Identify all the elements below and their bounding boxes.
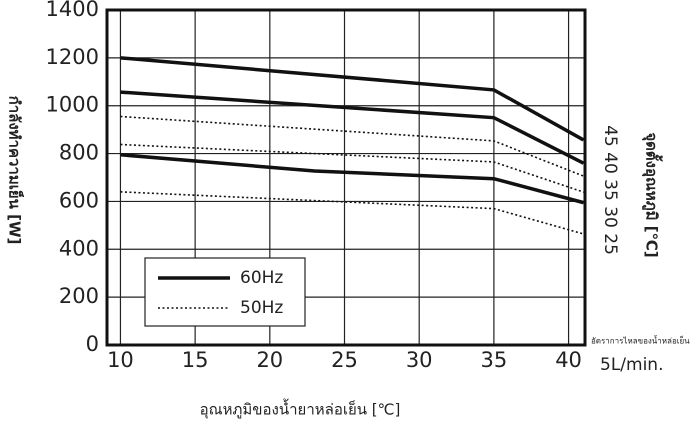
x-tick-label: 20 xyxy=(256,348,283,372)
y-tick-label: 800 xyxy=(59,141,99,165)
series-line xyxy=(120,191,584,235)
series-line xyxy=(120,90,585,165)
series-line xyxy=(120,153,584,205)
x-tick-label: 35 xyxy=(481,348,508,372)
x-tick-label: 40 xyxy=(555,348,582,372)
flow-value: 5L/min. xyxy=(600,355,663,375)
y-tick-label: 0 xyxy=(86,332,99,356)
series-line xyxy=(120,143,584,193)
y-tick-label: 1200 xyxy=(46,45,99,69)
legend-box xyxy=(144,257,306,327)
set-temperatures: 45 40 35 30 25 xyxy=(600,125,620,255)
x-tick-label: 10 xyxy=(107,348,134,372)
y-tick-label: 200 xyxy=(59,284,99,308)
x-axis-label: อุณหภูมิของน้ำยาหล่อเย็น [℃] xyxy=(200,399,401,420)
y-tick-label: 400 xyxy=(59,236,99,260)
x-tick-label: 25 xyxy=(331,348,358,372)
legend-label: 60Hz xyxy=(240,268,283,288)
series-line xyxy=(120,115,584,177)
x-tick-label: 15 xyxy=(182,348,209,372)
y-tick-label: 1400 xyxy=(46,0,99,21)
plot-border xyxy=(105,8,587,347)
y2-axis-label: จุดตั้งอุณหภูมิ [℃] xyxy=(642,132,664,257)
y-axis-label: กำลังทำความเย็น [W] xyxy=(6,96,25,245)
x-tick-label: 30 xyxy=(406,348,433,372)
y-tick-label: 1000 xyxy=(46,93,99,117)
legend-label: 50Hz xyxy=(240,298,283,318)
y-tick-label: 600 xyxy=(59,188,99,212)
series-line xyxy=(120,56,585,142)
flow-note: อัตราการไหลของน้ำหล่อเย็น xyxy=(591,335,690,346)
